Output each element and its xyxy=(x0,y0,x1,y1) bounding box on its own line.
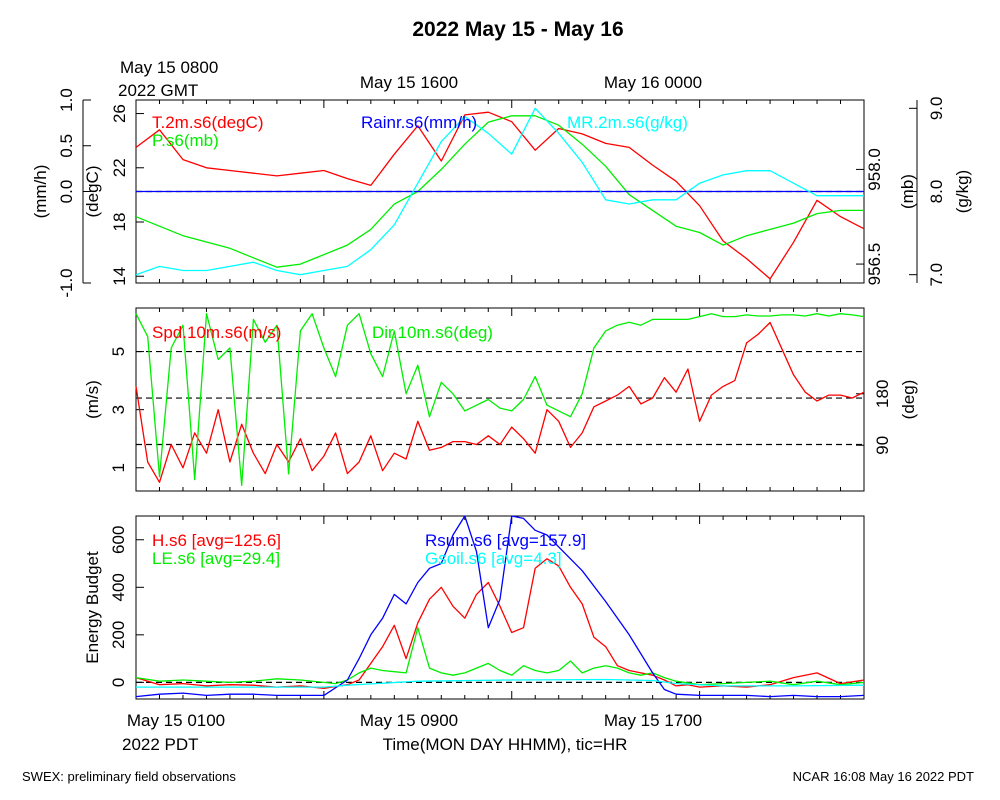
top-left_outer-tick-label: 0.5 xyxy=(57,134,76,158)
footer-left-note: SWEX: preliminary field observations xyxy=(22,769,236,784)
top-left_inner-tick-label: 26 xyxy=(110,104,129,123)
bottom-left-axis-title: Energy Budget xyxy=(83,551,102,664)
bottom-panel-frame xyxy=(135,515,865,700)
top-left_outer-tick-label: 0.0 xyxy=(57,180,76,204)
legend-pressure: P.s6(mb) xyxy=(152,131,219,150)
x-year-label: 2022 PDT xyxy=(122,735,199,754)
top-left_outer-tick-label: 1.0 xyxy=(57,88,76,112)
bottom-left-tick-label: 0 xyxy=(109,678,128,687)
x-date-label-2: May 15 0900 xyxy=(360,711,458,730)
top-series-t xyxy=(135,111,865,280)
legend-soil-heat: Gsoil.s6 [avg=4.3] xyxy=(425,549,562,568)
top-left_outer-axis-title: (mm/h) xyxy=(31,165,50,219)
bottom-series-rsum xyxy=(135,515,865,698)
top-series-p xyxy=(135,115,864,268)
middle-series-spd xyxy=(135,321,865,483)
bottom-left-tick-label: 600 xyxy=(109,526,128,554)
middle-right-tick-label: 90 xyxy=(873,436,892,455)
legend-rain-rate: Rainr.s6(mm/h) xyxy=(361,113,477,132)
middle-left-tick-label: 1 xyxy=(109,463,128,472)
middle-left-tick-label: 5 xyxy=(109,347,128,356)
top-right_inner-axis-title: (mb) xyxy=(898,174,917,209)
legend-mixing-ratio: MR.2m.s6(g/kg) xyxy=(567,113,688,132)
middle-panel-frame xyxy=(135,307,865,492)
top-left_inner-tick-label: 14 xyxy=(110,267,129,286)
top-right_inner-tick-label: 958.0 xyxy=(865,148,884,191)
legend-temperature: T.2m.s6(degC) xyxy=(152,113,263,132)
top-right_outer-tick-label: 8.0 xyxy=(927,180,946,204)
middle-right-tick-label: 180 xyxy=(873,380,892,408)
top-left_inner-tick-label: 18 xyxy=(110,213,129,232)
top-right_outer-tick-label: 7.0 xyxy=(927,263,946,287)
bottom-series-gsoil xyxy=(136,678,865,688)
chart-title: 2022 May 15 - May 16 xyxy=(412,18,623,41)
footer-right-note: NCAR 16:08 May 16 2022 PDT xyxy=(793,769,974,784)
gmt-year-label: 2022 GMT xyxy=(118,81,198,100)
series-layer xyxy=(135,107,865,698)
legend-latent-heat: LE.s6 [avg=29.4] xyxy=(152,549,280,568)
x-axis-title: Time(MON DAY HHMM), tic=HR xyxy=(383,735,628,754)
middle-right-axis-title: (deg) xyxy=(899,380,918,420)
legend-wind-speed: Spd.10m.s6(m/s) xyxy=(152,323,281,342)
top-right_inner-tick-label: 956.5 xyxy=(865,243,884,286)
middle-left-axis-title: (m/s) xyxy=(83,380,102,419)
top-series-mr xyxy=(135,107,864,276)
x-date-label-1: May 15 0100 xyxy=(127,711,225,730)
bottom-series-le xyxy=(135,627,865,686)
top-left_inner-tick-label: 22 xyxy=(110,158,129,177)
top-right_outer-tick-label: 9.0 xyxy=(927,96,946,120)
gmt-tick-label-1: May 15 1600 xyxy=(360,73,458,92)
legend-wind-direction: Dir.10m.s6(deg) xyxy=(372,323,493,342)
bottom-left-tick-label: 400 xyxy=(109,573,128,601)
middle-left-tick-label: 3 xyxy=(109,405,128,414)
top-right_outer-axis-title: (g/kg) xyxy=(953,170,972,213)
middle-series-dir xyxy=(135,313,865,486)
legend-net-radiation: Rsum.s6 [avg=157.9] xyxy=(425,531,586,550)
gmt-tick-label-2: May 16 0000 xyxy=(604,73,702,92)
bottom-left-tick-label: 200 xyxy=(109,621,128,649)
legend-sensible-heat: H.s6 [avg=125.6] xyxy=(152,531,281,550)
x-date-label-3: May 15 1700 xyxy=(604,711,702,730)
gmt-start-label: May 15 0800 xyxy=(120,58,218,77)
top-left_outer-tick-label: -1.0 xyxy=(57,268,76,297)
top-left_inner-axis-title: (degC) xyxy=(83,166,102,218)
axis-label-layer: -1.0 0.0 0.5 1.0 (mm/h) 14 18 22 26 (degC) 956.5 95… xyxy=(31,88,972,687)
